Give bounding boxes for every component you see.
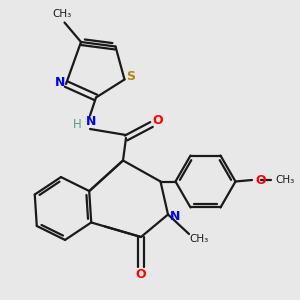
Text: CH₃: CH₃ bbox=[275, 175, 295, 185]
Text: CH₃: CH₃ bbox=[190, 233, 209, 244]
Text: N: N bbox=[169, 209, 180, 223]
Text: S: S bbox=[127, 70, 136, 83]
Text: O: O bbox=[136, 268, 146, 281]
Text: CH₃: CH₃ bbox=[52, 9, 71, 19]
Text: O: O bbox=[256, 173, 266, 187]
Text: H: H bbox=[73, 118, 82, 131]
Text: O: O bbox=[152, 114, 163, 128]
Text: N: N bbox=[55, 76, 65, 89]
Text: N: N bbox=[86, 115, 97, 128]
